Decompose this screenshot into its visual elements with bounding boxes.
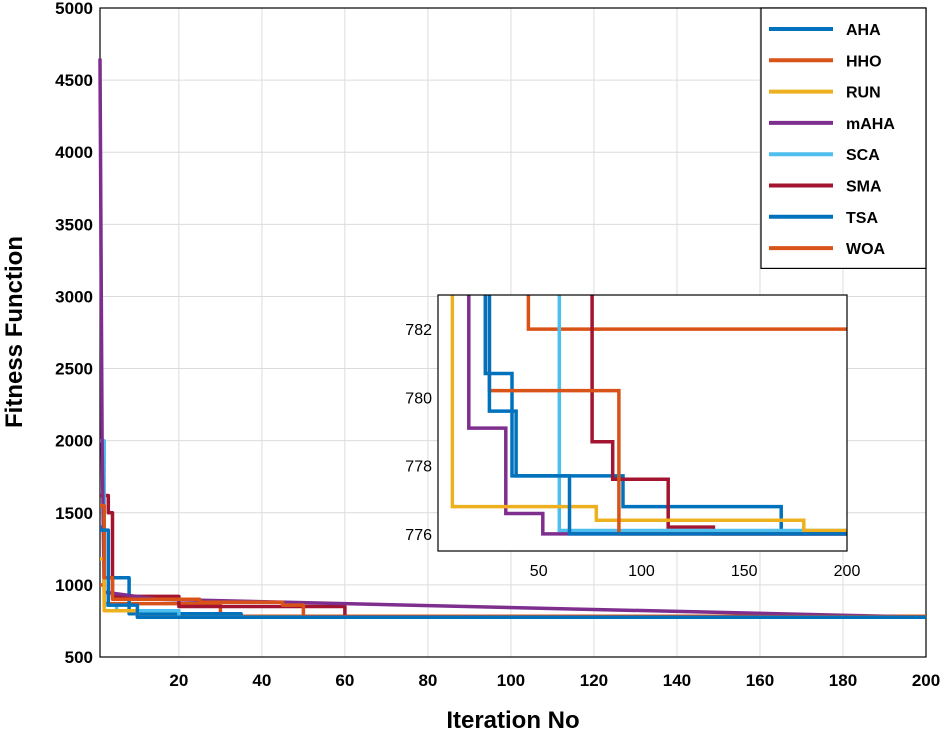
legend-label-sca: SCA xyxy=(846,147,880,164)
inset-x-tick-label: 50 xyxy=(530,563,548,580)
legend-label-sma: SMA xyxy=(846,179,882,196)
inset-series-tsa xyxy=(483,295,847,536)
x-tick-label: 160 xyxy=(746,671,774,690)
y-tick-label: 3500 xyxy=(55,215,93,234)
legend: AHA HHO RUN mAHA SCA SMA TSA WOA xyxy=(760,7,927,269)
y-tick-label: 4500 xyxy=(55,71,93,90)
y-tick-label: 3000 xyxy=(55,287,93,306)
y-tick-label: 1000 xyxy=(55,576,93,595)
legend-label-woa: WOA xyxy=(846,241,886,258)
inset-y-tick-label: 782 xyxy=(405,322,432,339)
inset-plot-area xyxy=(437,294,848,552)
y-tick-label: 2000 xyxy=(55,432,93,451)
y-tick-label: 5000 xyxy=(55,0,93,18)
y-tick-label: 1500 xyxy=(55,504,93,523)
inset-series-sca xyxy=(557,295,847,533)
x-tick-label: 80 xyxy=(418,671,437,690)
inset-y-tick-label: 780 xyxy=(405,390,432,407)
inset-series-woa xyxy=(526,295,847,331)
x-tick-label: 180 xyxy=(829,671,857,690)
inset-series-group xyxy=(450,295,847,536)
x-axis-label: Iteration No xyxy=(446,707,579,731)
inset-x-tick-label: 200 xyxy=(834,563,861,580)
legend-label-hho: HHO xyxy=(846,53,882,70)
x-tick-label: 140 xyxy=(663,671,691,690)
inset-background xyxy=(438,295,847,551)
inset-series-aha xyxy=(487,295,847,536)
y-tick-label: 4000 xyxy=(55,143,93,162)
y-axis-label: Fitness Function xyxy=(1,236,28,428)
main-tick-labels: 20 40 60 80 100 120 140 160 180 200 500 1000 1500 200… xyxy=(55,0,940,690)
x-tick-label: 20 xyxy=(169,671,188,690)
x-tick-label: 120 xyxy=(580,671,608,690)
inset-y-tick-label: 776 xyxy=(405,527,432,544)
x-tick-label: 100 xyxy=(497,671,525,690)
legend-label-aha: AHA xyxy=(846,22,881,39)
x-tick-label: 200 xyxy=(912,671,940,690)
inset-x-tick-label: 100 xyxy=(628,563,655,580)
main-series-aha xyxy=(100,528,926,619)
main-series-hho xyxy=(100,503,926,619)
legend-label-run: RUN xyxy=(846,85,881,102)
x-tick-label: 40 xyxy=(252,671,271,690)
legend-label-tsa: TSA xyxy=(846,210,878,227)
main-series-group xyxy=(98,58,927,619)
legend-label-maha: mAHA xyxy=(846,116,895,133)
x-tick-label: 60 xyxy=(335,671,354,690)
inset-series-maha xyxy=(467,295,847,536)
y-tick-label: 500 xyxy=(65,648,93,667)
inset-y-tick-label: 778 xyxy=(405,459,432,476)
legend-box xyxy=(760,7,927,269)
inset-tick-labels: 50 100 150 200 776 778 780 782 xyxy=(405,322,860,580)
inset-series-run xyxy=(450,295,847,533)
inset-x-tick-label: 150 xyxy=(731,563,758,580)
y-tick-label: 2500 xyxy=(55,360,93,379)
